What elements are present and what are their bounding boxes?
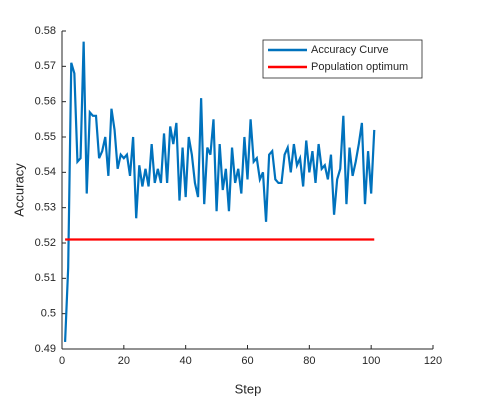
legend-label: Accuracy Curve xyxy=(311,44,389,56)
y-tick-label: 0.5 xyxy=(41,308,56,320)
y-axis-label: Accuracy xyxy=(11,163,26,217)
y-tick-label: 0.52 xyxy=(35,237,56,249)
y-tick-label: 0.56 xyxy=(35,96,56,108)
y-tick-label: 0.53 xyxy=(35,202,56,214)
legend-label: Population optimum xyxy=(311,61,408,73)
x-tick-label: 40 xyxy=(180,355,192,367)
y-tick-label: 0.51 xyxy=(35,272,56,284)
x-tick-label: 120 xyxy=(424,355,442,367)
y-tick-label: 0.54 xyxy=(35,166,56,178)
x-tick-label: 80 xyxy=(303,355,315,367)
y-tick-label: 0.57 xyxy=(35,60,56,72)
x-tick-label: 60 xyxy=(241,355,253,367)
line-series xyxy=(63,41,376,342)
legend-box xyxy=(262,39,423,79)
y-tick-label: 0.55 xyxy=(35,131,56,143)
y-tick-label: 0.58 xyxy=(35,25,56,37)
x-tick-label: 100 xyxy=(362,355,380,367)
x-axis-label: Step xyxy=(235,381,262,396)
x-tick-label: 0 xyxy=(59,355,65,367)
y-tick-label: 0.49 xyxy=(35,343,56,355)
x-tick-label: 20 xyxy=(118,355,130,367)
